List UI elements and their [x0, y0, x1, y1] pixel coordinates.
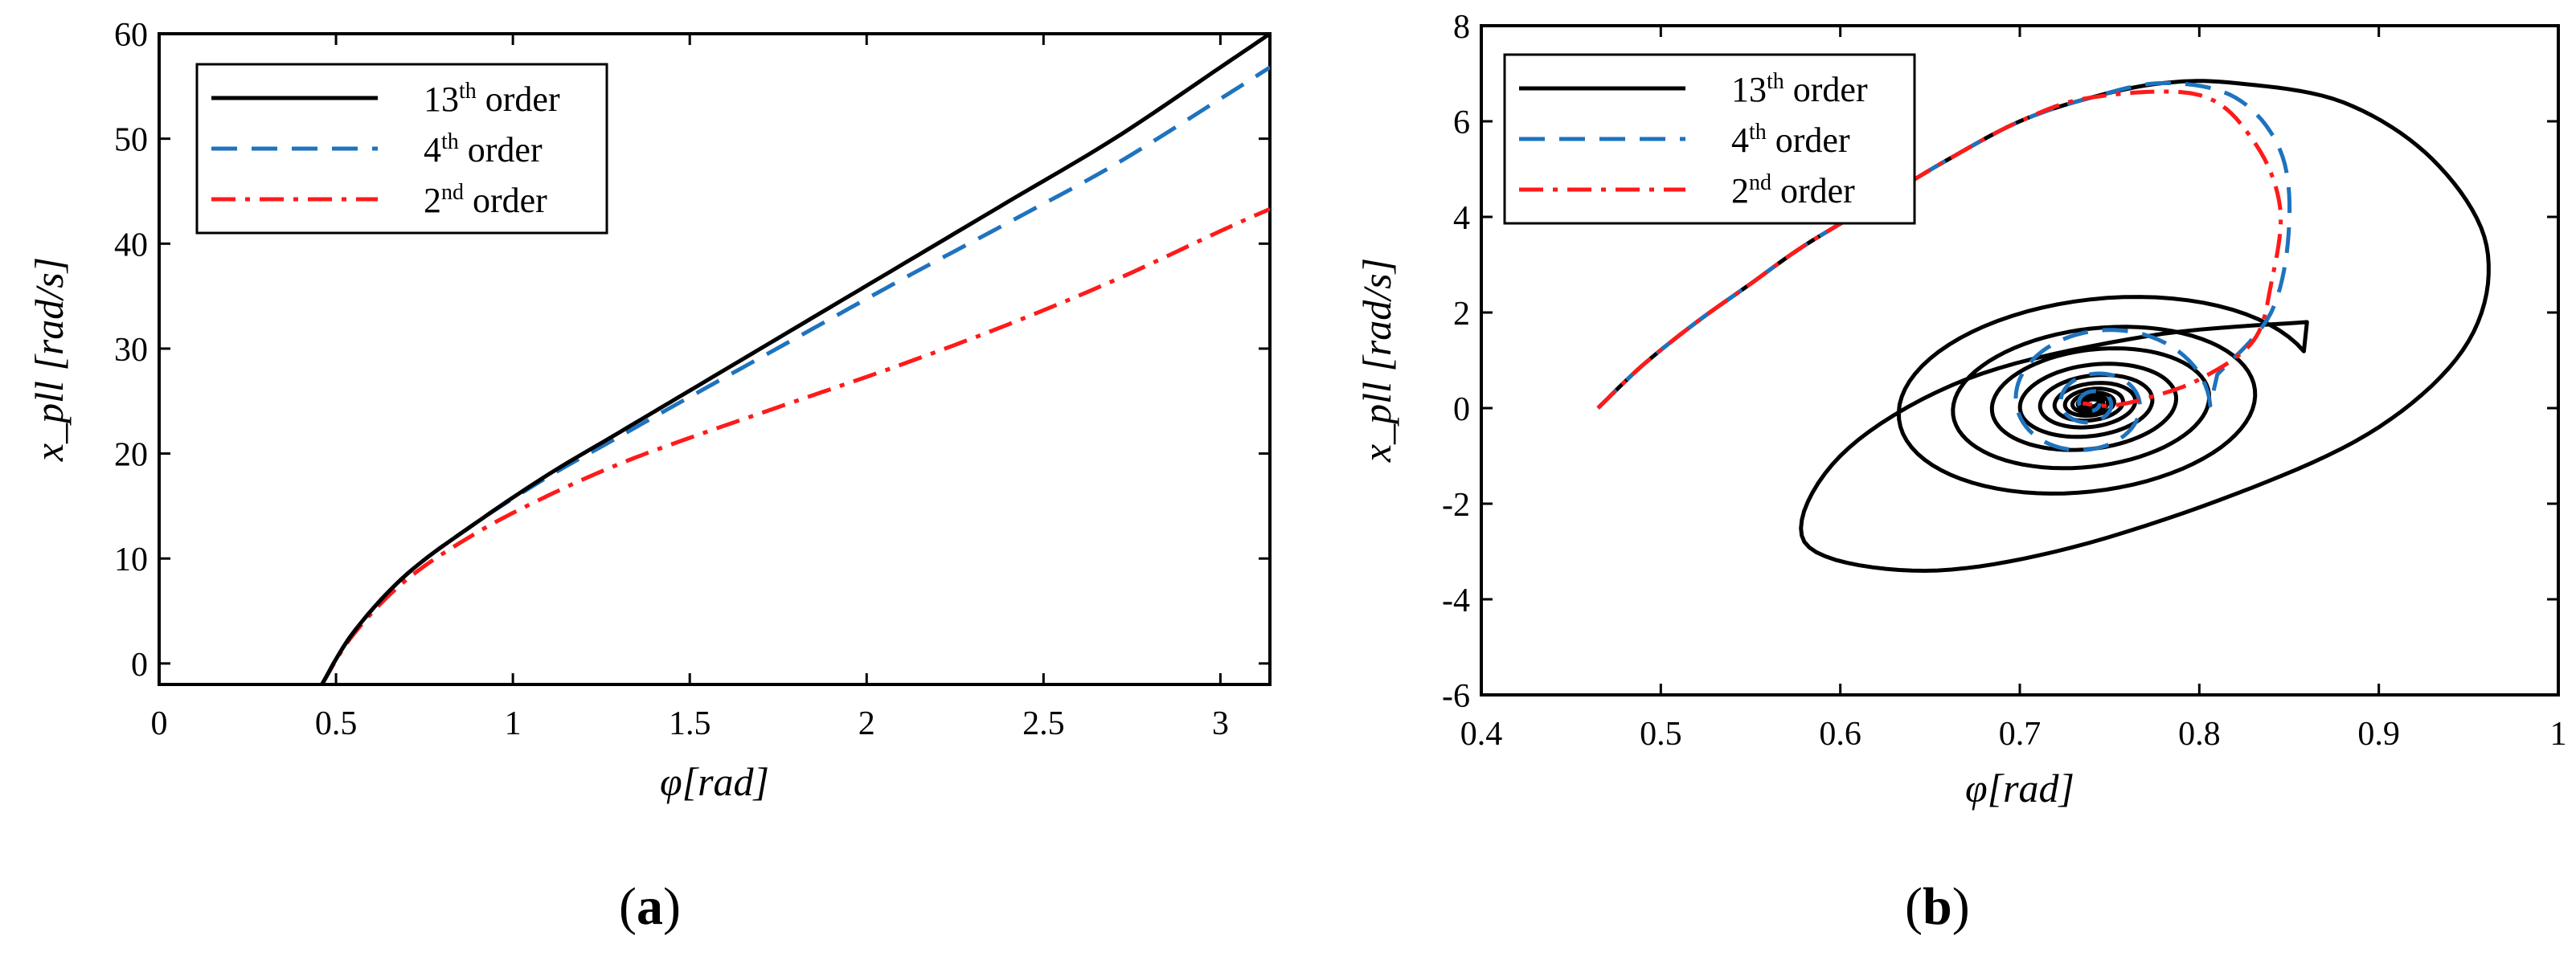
y-tick-label: 0 — [1453, 391, 1470, 428]
y-tick-label: 10 — [114, 541, 148, 578]
y-tick-label: 50 — [114, 122, 148, 159]
x-tick-label: 1 — [2550, 716, 2567, 753]
plot-frame — [158, 32, 1272, 686]
x-tick-label: 0.4 — [1460, 716, 1503, 753]
panel-label: (a) — [619, 877, 681, 936]
y-tick-label: 20 — [114, 437, 148, 474]
series-line-2 — [320, 206, 1270, 684]
panel-letter: a — [637, 877, 663, 936]
panel-letter: b — [1923, 877, 1952, 936]
x-tick-label: 0.7 — [1999, 716, 2042, 753]
y-tick-label: 0 — [131, 647, 148, 684]
x-axis-label: φ[rad] — [1965, 766, 2074, 811]
y-axis-label: x_pll [rad/s] — [27, 257, 72, 462]
series-line-1 — [1596, 80, 2292, 452]
legend-entry-label: 4th order — [1731, 120, 1850, 160]
plot-area — [1596, 79, 2491, 573]
plot-area — [320, 34, 1270, 684]
legend-entry-label: 2nd order — [1731, 170, 1855, 210]
y-tick-label: 4 — [1453, 200, 1470, 237]
x-tick-label: 0.5 — [315, 705, 358, 742]
x-tick-label: 1 — [505, 705, 522, 742]
x-tick-label: 2.5 — [1022, 705, 1065, 742]
y-tick-label: 40 — [114, 227, 148, 263]
chart-panel-b: 0.4 0.5 0.6 0.7 0.8 0.9 1 -6 -4 -2 0 2 4 6 8 φ[rad] x_pl… — [1354, 9, 2567, 936]
legend-entry-label: 4th order — [424, 129, 543, 170]
y-tick-label: 60 — [114, 17, 148, 54]
y-axis-label: x_pll [rad/s] — [1354, 258, 1399, 463]
y-tick-label: -2 — [1442, 487, 1470, 524]
y-tick-label: -4 — [1442, 582, 1470, 619]
x-tick-label: 1.5 — [669, 705, 711, 742]
x-axis-label: φ[rad] — [660, 759, 769, 804]
y-tick-label: 8 — [1453, 9, 1470, 46]
series-line-0 — [320, 34, 1270, 684]
panel-label: (b) — [1905, 877, 1970, 936]
x-tick-label: 0 — [151, 705, 168, 742]
legend-entry-label: 13th order — [424, 79, 560, 119]
legend-entry-label: 13th order — [1731, 69, 1868, 109]
y-tick-label: 6 — [1453, 104, 1470, 141]
y-tick-label: 30 — [114, 332, 148, 369]
x-tick-label: 2 — [858, 705, 875, 742]
x-tick-label: 0.9 — [2357, 716, 2400, 753]
x-tick-label: 0.6 — [1819, 716, 1861, 753]
x-tick-label: 0.8 — [2178, 716, 2221, 753]
x-tick-label: 0.5 — [1640, 716, 1682, 753]
series-line-0 — [1596, 79, 2491, 573]
series-line-2 — [1596, 89, 2283, 410]
x-tick-label: 3 — [1212, 705, 1229, 742]
legend-entry-label: 2nd order — [424, 180, 547, 220]
y-tick-label: 2 — [1453, 296, 1470, 333]
y-tick-label: -6 — [1442, 678, 1470, 715]
